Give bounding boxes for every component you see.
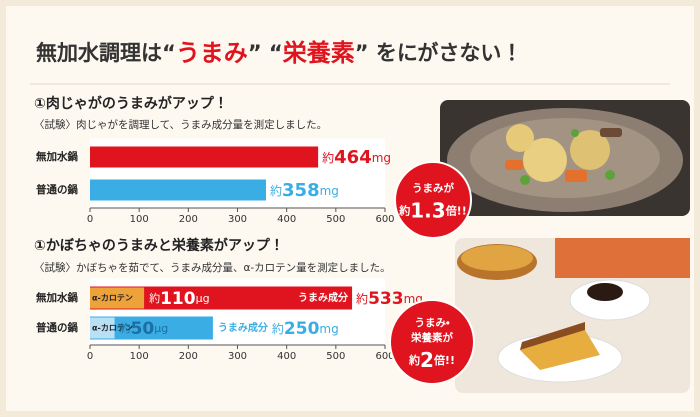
x-tick-label: 400	[277, 214, 296, 225]
title-highlight: うまみ	[176, 39, 248, 67]
badge-text: うまみ・	[414, 317, 449, 329]
x-tick-label: 0	[87, 351, 93, 362]
badge-text: うまみが	[412, 182, 454, 195]
badge-text: 約2倍!!	[408, 348, 455, 372]
x-tick-label: 200	[179, 214, 198, 225]
title-part: ” をにがさない！	[355, 41, 523, 65]
chart-title: ①かぼちゃのうまみと栄養素がアップ！	[34, 237, 284, 254]
value-label: 約110μg	[149, 289, 209, 309]
value-label: 約250mg	[272, 319, 339, 339]
bar	[90, 179, 267, 201]
bar	[90, 316, 213, 340]
title-highlight: 栄養素	[282, 39, 355, 67]
value-label: 約464mg	[322, 147, 391, 168]
category-label: 普通の鍋	[36, 321, 78, 334]
x-tick-label: 0	[87, 214, 93, 225]
x-tick-label: 300	[228, 214, 247, 225]
title-part: ” “	[248, 41, 283, 65]
category-label: 無加水鍋	[36, 150, 78, 163]
category-label: 無加水鍋	[36, 291, 78, 304]
category-label: 普通の鍋	[36, 183, 78, 196]
bar	[90, 146, 319, 168]
bar	[90, 286, 353, 310]
photo-pumpkin	[455, 238, 690, 393]
value-label: 約358mg	[270, 180, 339, 201]
badge	[389, 299, 475, 385]
bar	[90, 317, 115, 339]
series-name: うまみ成分	[298, 291, 349, 304]
page-title: 無加水調理は“うまみ” “栄養素” をにがさない！	[36, 39, 522, 67]
badge-text: 栄養素が	[410, 331, 453, 344]
series-name: うまみ成分	[218, 321, 269, 334]
x-tick-label: 500	[326, 214, 345, 225]
chart-title: ①肉じゃがのうまみがアップ！	[34, 95, 228, 112]
chart-subtitle: 〈試験〉肉じゃがを調理して、うまみ成分量を測定しました。	[34, 118, 327, 131]
value-label: 約50μg	[120, 319, 169, 339]
photo-nikujaga	[440, 100, 690, 216]
badge-text: 約1.3倍!!	[398, 198, 466, 222]
x-tick-label: 600	[375, 351, 394, 362]
x-tick-label: 100	[130, 214, 149, 225]
x-tick-label: 500	[326, 351, 345, 362]
x-tick-label: 400	[277, 351, 296, 362]
x-tick-label: 100	[130, 351, 149, 362]
bar	[90, 287, 145, 309]
x-tick-label: 300	[228, 351, 247, 362]
badge	[394, 161, 472, 239]
series-name: α-カロテン	[92, 294, 133, 303]
chart-subtitle: 〈試験〉かぼちゃを茹でて、うまみ成分量、α-カロテン量を測定しました。	[34, 261, 391, 274]
x-tick-label: 600	[375, 214, 394, 225]
x-tick-label: 200	[179, 351, 198, 362]
series-name: α-カロテン	[92, 324, 133, 333]
title-part: 無加水調理は“	[36, 41, 176, 65]
